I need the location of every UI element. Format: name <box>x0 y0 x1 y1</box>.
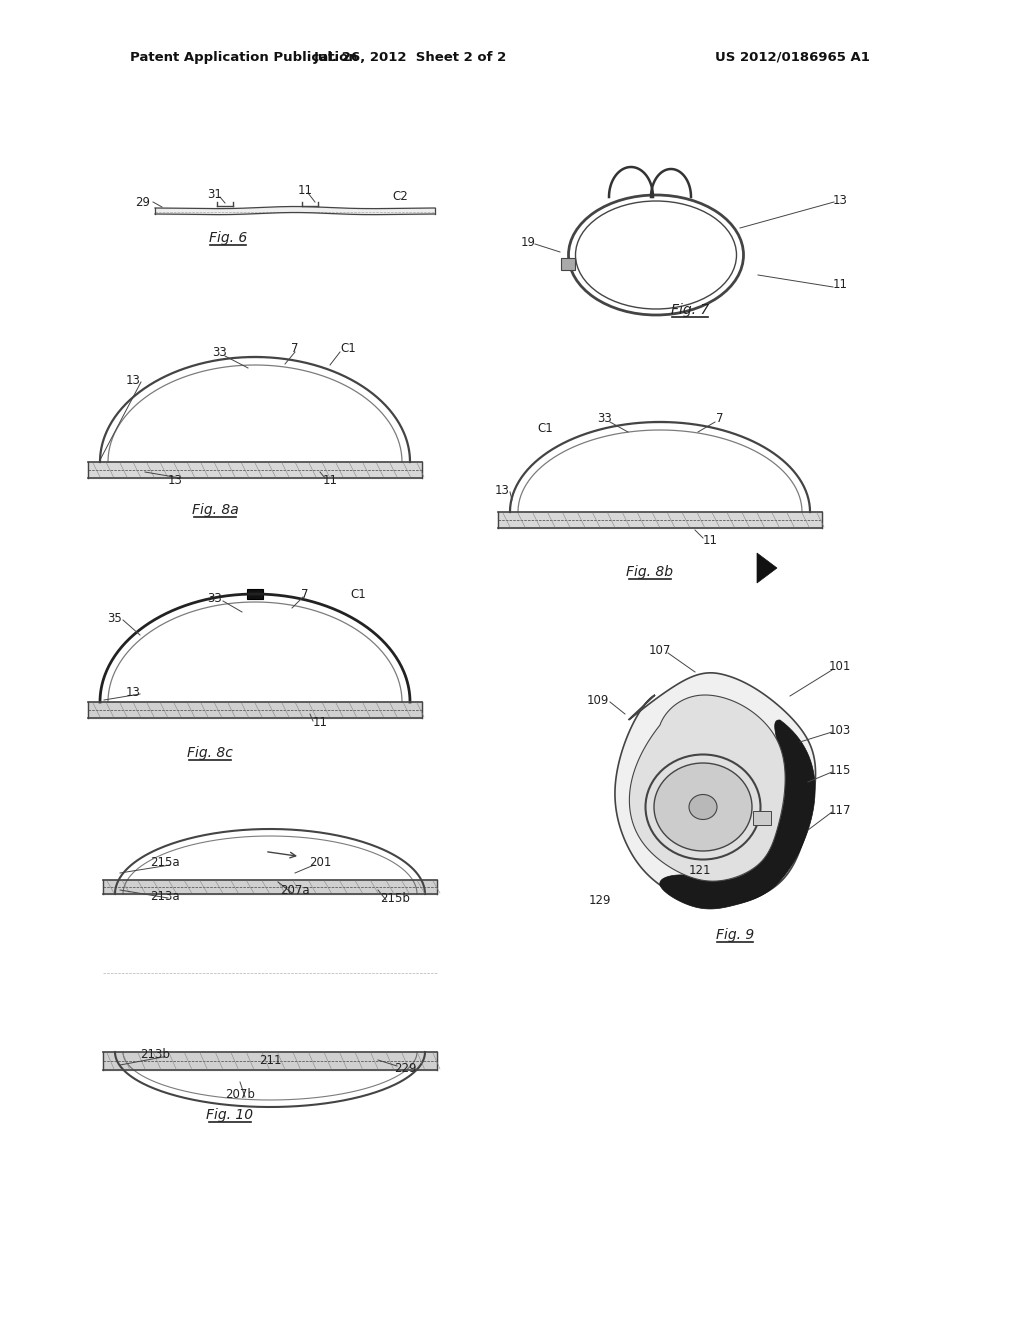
Text: C1: C1 <box>538 421 553 434</box>
Text: 117: 117 <box>828 804 851 817</box>
Text: 129: 129 <box>589 894 611 907</box>
Text: 7: 7 <box>301 587 309 601</box>
Text: Fig. 8b: Fig. 8b <box>627 565 674 579</box>
Polygon shape <box>757 553 777 583</box>
Text: 35: 35 <box>108 611 123 624</box>
Text: 213b: 213b <box>140 1048 170 1061</box>
Text: 215a: 215a <box>151 855 180 869</box>
Text: 11: 11 <box>298 185 312 198</box>
Text: 213a: 213a <box>151 890 180 903</box>
Text: 19: 19 <box>520 235 536 248</box>
Text: Fig. 7: Fig. 7 <box>671 304 710 317</box>
Text: Fig. 10: Fig. 10 <box>207 1107 254 1122</box>
Bar <box>561 257 575 271</box>
Text: 215b: 215b <box>380 891 410 904</box>
Text: 103: 103 <box>828 723 851 737</box>
Text: 201: 201 <box>309 855 331 869</box>
Polygon shape <box>630 696 785 882</box>
Text: C1: C1 <box>340 342 356 355</box>
Text: 115: 115 <box>828 763 851 776</box>
Text: 207b: 207b <box>225 1089 255 1101</box>
Polygon shape <box>103 880 437 894</box>
Polygon shape <box>615 673 815 906</box>
Text: Fig. 8a: Fig. 8a <box>191 503 239 517</box>
Text: 13: 13 <box>833 194 848 206</box>
Text: 33: 33 <box>208 591 222 605</box>
Text: 13: 13 <box>168 474 182 487</box>
Text: 13: 13 <box>495 483 509 496</box>
Text: 229: 229 <box>394 1061 416 1074</box>
Text: 33: 33 <box>213 346 227 359</box>
Text: 33: 33 <box>598 412 612 425</box>
Text: 7: 7 <box>716 412 724 425</box>
Text: Fig. 6: Fig. 6 <box>209 231 247 246</box>
Polygon shape <box>103 1052 437 1071</box>
Text: 11: 11 <box>312 717 328 730</box>
Bar <box>247 589 263 599</box>
Polygon shape <box>88 702 422 718</box>
Text: 29: 29 <box>135 195 150 209</box>
Text: 211: 211 <box>259 1053 282 1067</box>
Text: 101: 101 <box>828 660 851 673</box>
Text: 109: 109 <box>587 693 609 706</box>
Text: 31: 31 <box>208 189 222 202</box>
Polygon shape <box>498 512 822 528</box>
Text: US 2012/0186965 A1: US 2012/0186965 A1 <box>715 50 870 63</box>
Text: 7: 7 <box>291 342 299 355</box>
Text: 13: 13 <box>126 374 140 387</box>
Text: 207a: 207a <box>281 883 310 896</box>
Polygon shape <box>88 462 422 478</box>
Text: Fig. 9: Fig. 9 <box>716 928 754 942</box>
Text: 11: 11 <box>702 533 718 546</box>
Text: Jul. 26, 2012  Sheet 2 of 2: Jul. 26, 2012 Sheet 2 of 2 <box>313 50 507 63</box>
Polygon shape <box>659 719 815 909</box>
Text: 121: 121 <box>689 863 712 876</box>
Ellipse shape <box>689 795 717 820</box>
Ellipse shape <box>654 763 752 851</box>
Text: 107: 107 <box>649 644 671 656</box>
Text: Patent Application Publication: Patent Application Publication <box>130 50 357 63</box>
Text: 11: 11 <box>323 474 338 487</box>
Text: C2: C2 <box>392 190 408 202</box>
Text: Fig. 8c: Fig. 8c <box>187 746 232 760</box>
Bar <box>753 810 771 825</box>
Text: C1: C1 <box>350 587 366 601</box>
Text: 11: 11 <box>833 279 848 292</box>
Text: 13: 13 <box>126 685 140 698</box>
